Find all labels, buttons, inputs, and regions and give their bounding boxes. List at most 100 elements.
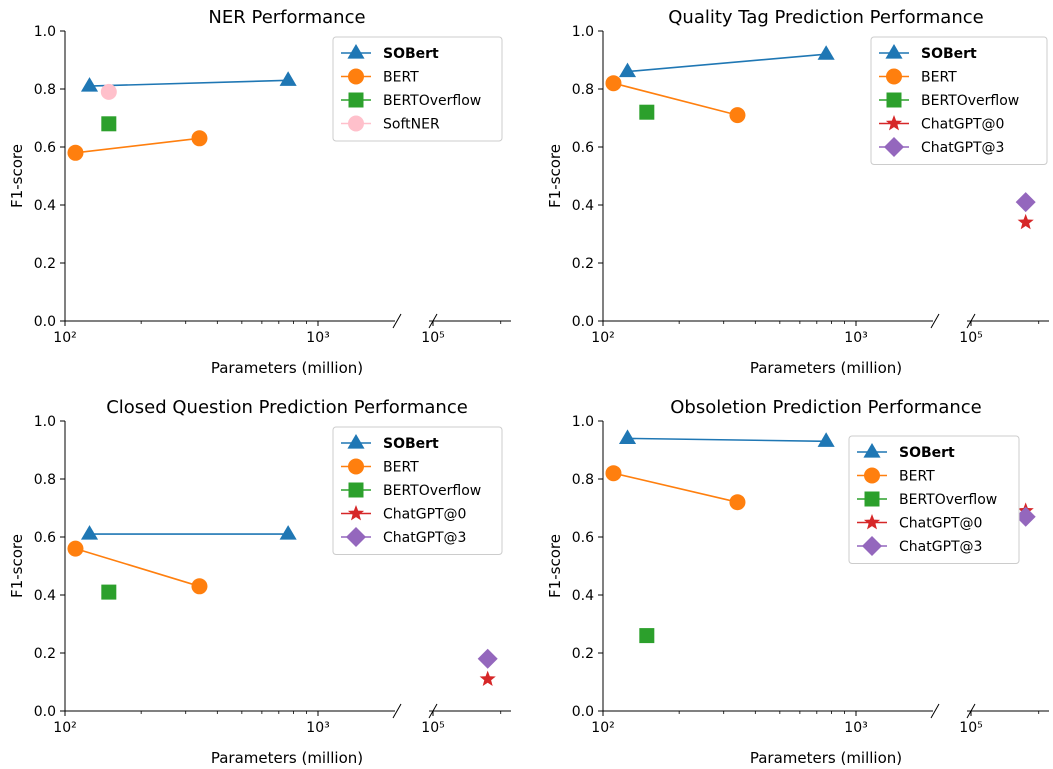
axis-break-mark [392,313,402,329]
y-tick-label: 0.4 [572,198,594,214]
legend-label-bert: BERT [921,70,957,86]
y-tick-label: 0.8 [34,472,56,488]
legend-marker-sobert [885,44,903,59]
legend-marker-softner [348,115,364,132]
y-tick-label: 0.0 [34,314,56,330]
legend-marker-chatgpt-0 [885,115,903,131]
x-tick-label: 10⁵ [421,720,444,736]
y-tick-label: 0.4 [34,198,56,214]
y-tick-label: 1.0 [34,414,56,430]
data-point-bertoverflow [101,584,117,600]
x-tick-label: 10² [591,330,614,346]
data-point-bertoverflow [639,104,655,120]
axis-break-mark [930,703,940,719]
legend-label-chatgpt-0: ChatGPT@0 [921,117,1004,133]
legend-marker-sobert [863,443,881,458]
legend-marker-bertoverflow [348,92,364,108]
y-tick-label: 0.6 [572,530,594,546]
x-tick-label: 10³ [306,330,329,346]
y-tick-label: 0.6 [34,530,56,546]
x-tick-label: 10² [53,330,76,346]
y-axis-label: F1-score [546,534,564,598]
data-point-sobert [817,432,835,447]
legend-label-sobert: SOBert [899,445,955,461]
y-tick-label: 0.2 [572,256,594,272]
legend-marker-chatgpt-3 [346,527,366,547]
legend-marker-bert [864,467,880,484]
y-axis-label: F1-score [8,534,26,598]
y-tick-label: 0.0 [572,314,594,330]
x-tick-label: 10² [53,720,76,736]
plot-area: 0.0 0.2 0.4 0.6 0.8 1.0 10² 10³ 10⁵ SOBert BERT BER… [34,24,511,346]
data-point-sobert [279,71,297,86]
y-tick-label: 0.8 [34,82,56,98]
legend-marker-bertoverflow [886,92,902,108]
data-point-bert [191,130,208,147]
legend-label-sobert: SOBert [921,46,977,62]
legend-box [870,36,1048,165]
legend-label-sobert: SOBert [383,46,439,62]
y-tick-label: 0.6 [572,140,594,156]
legend-marker-bertoverflow [348,482,364,498]
legend-label-chatgpt-3: ChatGPT@3 [921,140,1004,156]
data-point-chatgpt-3 [1015,506,1036,527]
series-line-sobert [89,79,289,87]
plot-area: 0.0 0.2 0.4 0.6 0.8 1.0 10² 10³ 10⁵ SOBert BERT BER… [34,414,511,736]
x-tick-label: 10³ [844,720,867,736]
y-tick-label: 0.4 [572,588,594,604]
y-tick-label: 0.8 [572,472,594,488]
legend-label-bert: BERT [383,70,419,86]
panel-ner: NER Performance Parameters (million) F1-… [8,7,511,377]
y-axis-label: F1-score [8,144,26,208]
series-line-bert [75,137,200,154]
legend-marker-sobert [347,434,365,449]
y-tick-label: 0.0 [34,704,56,720]
legend-label-bert: BERT [383,460,419,476]
legend-marker-bert [348,68,364,85]
plot-area: 0.0 0.2 0.4 0.6 0.8 1.0 10² 10³ 10⁵ SOBert BERT BER… [572,414,1049,736]
x-tick-label: 10³ [844,330,867,346]
legend-label-chatgpt-3: ChatGPT@3 [383,530,466,546]
x-axis-label: Parameters (million) [211,359,363,377]
x-tick-label: 10² [591,720,614,736]
y-tick-label: 0.4 [34,588,56,604]
data-point-chatgpt-3 [477,648,498,669]
legend-marker-bert [348,458,364,475]
x-tick-label: 10³ [306,720,329,736]
x-axis-label: Parameters (million) [750,359,902,377]
data-point-sobert [817,45,835,60]
series-line-bert [613,472,738,503]
data-point-chatgpt-3 [1015,192,1036,213]
legend-label-chatgpt-0: ChatGPT@0 [383,507,466,523]
panel-title: Obsoletion Prediction Performance [670,397,981,418]
y-axis-label: F1-score [546,144,564,208]
y-tick-label: 0.8 [572,82,594,98]
legend-label-bert: BERT [899,469,935,485]
legend-box [848,435,1020,564]
data-point-bert [67,144,84,161]
legend-box [332,426,503,555]
data-point-sobert [618,429,637,444]
series-line-bert [75,547,200,588]
legend-marker-bertoverflow [864,491,880,507]
legend-label-chatgpt-0: ChatGPT@0 [899,516,982,532]
legend-label-bertoverflow: BERTOverflow [921,93,1019,109]
axis-break-mark [392,703,402,719]
data-point-sobert [80,77,99,92]
y-tick-label: 0.6 [34,140,56,156]
legend-label-bertoverflow: BERTOverflow [899,492,997,508]
x-tick-label: 10⁵ [959,330,982,346]
legend-label-bertoverflow: BERTOverflow [383,93,481,109]
data-point-softner [100,83,117,100]
x-tick-label: 10⁵ [959,720,982,736]
legend-marker-chatgpt-0 [863,514,881,530]
data-point-bert [67,540,84,557]
axis-break-mark [930,313,940,329]
legend-marker-chatgpt-0 [347,505,365,521]
x-axis-label: Parameters (million) [750,749,902,767]
data-point-chatgpt-0 [1017,213,1034,230]
panel-title: Quality Tag Prediction Performance [668,7,983,28]
legend-label-chatgpt-3: ChatGPT@3 [899,539,982,555]
y-tick-label: 0.2 [572,646,594,662]
